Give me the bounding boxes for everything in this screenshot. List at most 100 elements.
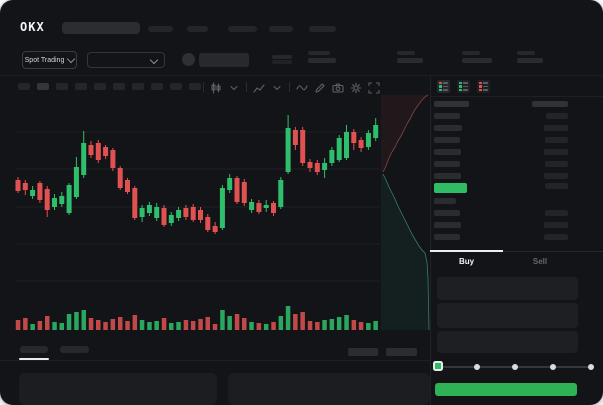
timeframe-pill[interactable] <box>132 83 144 90</box>
candle-body <box>358 140 364 148</box>
timeframe-pill[interactable] <box>113 83 125 90</box>
bottom-tab-placeholder[interactable] <box>20 346 48 353</box>
tab-sell[interactable]: Sell <box>532 256 548 266</box>
volume-bar <box>285 306 291 330</box>
volume-bar <box>344 315 349 330</box>
search-input[interactable] <box>62 22 140 34</box>
tab-buy[interactable]: Buy <box>458 256 475 266</box>
trade-input-field[interactable] <box>437 277 578 300</box>
candle-body <box>103 147 109 156</box>
price-placeholder <box>434 222 461 228</box>
pencil-icon[interactable] <box>314 81 326 93</box>
timeframe-pill[interactable] <box>94 83 106 90</box>
volume-bar <box>366 323 371 330</box>
depth-chart <box>381 94 430 331</box>
ask-row[interactable] <box>434 149 568 159</box>
orders-panel-placeholder <box>19 373 217 405</box>
volume-bar <box>169 323 174 330</box>
candle-body <box>351 132 357 143</box>
camera-icon[interactable] <box>332 81 344 93</box>
ask-row[interactable] <box>434 173 568 183</box>
book-asks-only-icon[interactable] <box>477 80 490 93</box>
ask-row[interactable] <box>434 161 568 171</box>
timeframe-pill[interactable] <box>56 83 68 90</box>
candle-body <box>292 130 298 145</box>
ask-row[interactable] <box>434 113 568 123</box>
candle-body <box>117 168 123 188</box>
volume-bar <box>96 320 101 330</box>
wave-icon[interactable] <box>296 81 308 93</box>
slider-stop-dot[interactable] <box>549 364 556 370</box>
trade-input-field[interactable] <box>437 303 578 328</box>
scale-toggle-placeholder[interactable] <box>386 348 417 356</box>
candle-body <box>307 162 313 168</box>
candlestick-chart[interactable] <box>0 0 430 360</box>
icon-line <box>483 82 488 84</box>
volume-bar <box>132 315 138 330</box>
amount-placeholder <box>545 137 568 143</box>
nav-item-placeholder[interactable] <box>269 25 293 32</box>
bid-row[interactable] <box>434 198 568 208</box>
volume-bar <box>52 322 57 330</box>
book-bids-only-icon[interactable] <box>457 80 470 93</box>
market-type-dropdown[interactable]: Spot Trading <box>22 51 77 69</box>
bid-row[interactable] <box>434 234 568 244</box>
timeframe-pill[interactable] <box>170 83 182 90</box>
active-tab-underline <box>19 358 49 360</box>
timeframe-pill[interactable] <box>75 83 87 90</box>
chevron-down-icon[interactable] <box>271 81 283 93</box>
stat-label-placeholder <box>462 51 480 55</box>
nav-item-placeholder[interactable] <box>187 25 208 32</box>
amount-slider-handle[interactable] <box>433 361 443 371</box>
trade-input-field[interactable] <box>437 331 578 353</box>
pair-quote-placeholder[interactable] <box>199 53 249 67</box>
nav-item-placeholder[interactable] <box>228 25 257 32</box>
chart-toolbar-icons <box>203 81 380 94</box>
bottom-tab-placeholder[interactable] <box>60 346 89 353</box>
volume-bar <box>183 320 189 330</box>
ask-row[interactable] <box>434 137 568 147</box>
candle-body <box>88 145 94 155</box>
timeframe-pill[interactable] <box>37 83 49 90</box>
toolbar-divider <box>289 82 290 92</box>
chevron-down-icon[interactable] <box>228 81 240 93</box>
icon-line <box>443 82 448 84</box>
nav-item-placeholder[interactable] <box>309 25 336 32</box>
indicator-icon[interactable] <box>253 81 265 93</box>
timeframe-pill[interactable] <box>189 83 201 90</box>
slider-stop-dot[interactable] <box>512 364 518 370</box>
bid-row[interactable] <box>434 210 568 220</box>
chart-scale-toggles <box>348 348 417 356</box>
gear-icon[interactable] <box>350 81 362 94</box>
icon-cell <box>479 88 482 91</box>
pair-selector-dropdown[interactable] <box>87 52 165 68</box>
volume-bar <box>278 316 284 330</box>
candle-body <box>44 189 50 210</box>
candle-body <box>95 143 101 160</box>
scale-toggle-placeholder[interactable] <box>348 348 378 356</box>
ask-row[interactable] <box>434 125 568 135</box>
amount-placeholder <box>544 222 568 228</box>
candle-body <box>241 182 247 203</box>
candles-icon[interactable] <box>210 81 222 94</box>
timeframe-pill[interactable] <box>18 83 30 90</box>
panel-divider <box>430 76 431 405</box>
volume-bar <box>15 320 21 330</box>
last-row[interactable] <box>434 183 568 193</box>
book-combined-icon[interactable] <box>437 80 450 93</box>
candle-body <box>329 150 335 163</box>
bid-row[interactable] <box>434 222 568 232</box>
timeframe-pill[interactable] <box>151 83 163 90</box>
price-placeholder <box>434 125 462 131</box>
slider-stop-dot[interactable] <box>587 364 594 370</box>
volume-bar <box>293 314 298 330</box>
slider-stop-dot[interactable] <box>474 364 481 370</box>
candle-body <box>271 203 276 213</box>
expand-icon[interactable] <box>368 81 380 94</box>
nav-item-placeholder[interactable] <box>148 25 173 32</box>
volume-bar <box>161 318 167 330</box>
icon-line <box>443 85 448 88</box>
volume-bar <box>212 324 218 330</box>
buy-submit-button[interactable] <box>435 383 577 396</box>
